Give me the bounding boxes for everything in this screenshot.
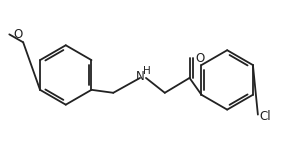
Text: O: O [13, 28, 22, 41]
Text: Cl: Cl [260, 110, 272, 123]
Text: H: H [143, 66, 151, 76]
Text: N: N [136, 70, 144, 84]
Text: O: O [195, 52, 205, 65]
